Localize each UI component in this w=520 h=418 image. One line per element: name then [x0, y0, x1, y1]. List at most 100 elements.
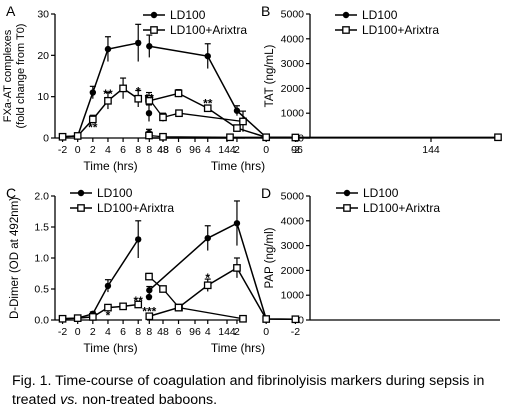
panel-b-x-tick-label: 48 [157, 144, 169, 156]
panel-a-ld100-point [135, 39, 142, 47]
caption-text-end: non-treated baboons. [78, 392, 218, 408]
panel-b-y-tick-label: 1000 [281, 108, 305, 120]
panel-c-x-tick-label: 8 [135, 326, 141, 338]
panel-b-arixtra-point [159, 132, 167, 141]
figure-caption: Fig. 1. Time-course of coagulation and f… [12, 372, 512, 410]
panel-c-arixtra-point [159, 285, 167, 293]
panel-c-ld100-point [135, 236, 142, 243]
panel-d-significance-label: *** [142, 304, 156, 318]
panel-c-y-tick-label: 1.5 [34, 222, 49, 234]
panel-d-legend-ld100-marker [343, 189, 351, 197]
panel-a-x-tick-label: 8 [135, 144, 141, 156]
panel-c-legend-arixtra-marker [77, 204, 85, 212]
panel-c-arixtra-late-line [148, 276, 244, 320]
panel-d-arixtra-point [262, 315, 271, 323]
panel-b-legend-ld100-marker [342, 11, 350, 19]
panel-c-x-tick-label: -2 [58, 326, 67, 338]
panel-b-arixtra-point [233, 124, 241, 132]
panel-c-x-tick-label: 4 [105, 326, 111, 338]
panel-b-ld100-point [204, 52, 211, 60]
panel-b-legend-ld100-label: LD100 [362, 8, 398, 22]
panel-c-ld100-point [104, 282, 112, 290]
panel-a-arixtra-point [239, 117, 247, 126]
panel-d-y-tick-label: 3000 [281, 240, 305, 252]
panel-a-x-tick-label: 144 [218, 144, 236, 156]
panel-c-y-tick-label: 1.0 [34, 253, 49, 265]
panel-d-arixtra-point [203, 281, 212, 290]
panel-c-arixtra-point [88, 313, 97, 321]
panel-a-x-tick-label: 48 [157, 144, 169, 156]
panel-d-arixtra-point [145, 312, 154, 321]
panel-b-arixtra-point [203, 104, 212, 113]
panel-d-y-tick-label: 5000 [281, 191, 305, 203]
panel-a-x-tick-label: 96 [189, 144, 201, 156]
panel-b-x-tick-label: 6 [176, 144, 182, 156]
panel-a-arixtra-point [159, 113, 167, 122]
panel-b-y-tick-label: 3000 [281, 58, 305, 70]
panel-c-arixtra-point [73, 314, 82, 322]
panel-b-arixtra-point [226, 133, 234, 142]
panel-b-ld100-point [233, 107, 241, 114]
panel-a-significance-label: * [136, 84, 141, 98]
panel-d-legend-ld100-label: LD100 [363, 186, 399, 200]
panel-b-arixtra-point [262, 133, 271, 142]
panel-d-y-tick-label: 2000 [281, 265, 305, 277]
panel-d-x-tick-label: 0 [263, 326, 269, 338]
panel-b-arixtra-late-line [148, 134, 498, 138]
panel-b-x-tick-label: 144 [422, 144, 440, 156]
panel-a-x-tick-label: 0 [75, 144, 81, 156]
panel-a-arixtra-point [58, 132, 67, 141]
panel-b-y-tick-label: 5000 [281, 9, 305, 21]
panel-d-x-label: Time (hrs) [211, 341, 265, 355]
panel-d-ld100-point [233, 220, 241, 227]
panel-d-x-tick-label: 8 [146, 326, 152, 338]
panel-a-y-label: FXa-AT complexes [2, 29, 14, 122]
panel-a-y-tick-label: 20 [37, 50, 49, 62]
panel-a-significance-label: ** [88, 120, 98, 134]
panel-c-x-tick-label: 0 [75, 326, 81, 338]
panel-a-arixtra-point [134, 94, 143, 103]
panel-b-x-tick-label: 96 [291, 144, 303, 156]
panel-a-significance-label: ** [103, 87, 113, 101]
panel-d-label: D [261, 185, 271, 201]
panel-c-x-tick-label: 48 [157, 326, 169, 338]
panel-a-arixtra-point [88, 115, 97, 124]
panel-c-x-tick-label: 6 [120, 326, 126, 338]
panel-c-y-label: D-Dimer (OD at 492nm) [9, 197, 21, 319]
panel-d-x-tick-label: -2 [291, 326, 300, 338]
panel-a-legend-arixtra-label: LD100+Arixtra [170, 23, 247, 37]
panel-b-arixtra-point [145, 96, 154, 105]
panel-b-y-tick-label: 2000 [281, 83, 305, 95]
panel-b-significance-label: ** [145, 91, 155, 105]
panel-b-x-label: Time (hrs) [211, 159, 265, 173]
panel-a-y-label-line2: (fold change from T0) [15, 24, 27, 129]
panel-c-arixtra-point [119, 302, 127, 311]
panel-d-x-tick-label: 4 [205, 326, 211, 338]
panel-a-arixtra-late-line [148, 98, 244, 123]
panel-d-arixtra-point [174, 303, 183, 312]
panel-b-arixtra-point [494, 133, 502, 142]
panel-b-label: B [261, 3, 270, 19]
caption-text: Fig. 1. Time-course of coagulation and f… [12, 373, 485, 408]
panel-a-label: A [6, 3, 16, 19]
panel-a-legend-ld100-label: LD100 [170, 8, 206, 22]
panel-b-legend-arixtra-label: LD100+Arixtra [362, 23, 439, 37]
panel-d-ld100-point [204, 234, 211, 242]
panel-b-ld100-point [146, 43, 153, 50]
panel-c-x-tick-label: 2 [90, 326, 96, 338]
panel-a-ld100-point [104, 45, 112, 53]
panel-a-arixtra-point [175, 109, 183, 118]
panel-d-y-label: PAP (ng/ml) [264, 227, 276, 288]
panel-b-arixtra-point [145, 131, 153, 140]
panel-c-ld100-point [145, 293, 153, 301]
panel-d-y-tick-label: 4000 [281, 215, 305, 227]
panel-d-x-tick-label: 6 [176, 326, 182, 338]
panel-d-ld100-point [146, 287, 153, 294]
panel-d-legend-arixtra-label: LD100+Arixtra [363, 201, 440, 215]
panel-d-y-tick-label: 1000 [281, 290, 305, 302]
panel-c-arixtra-point [145, 272, 153, 281]
panel-c-legend-ld100-label: LD100 [97, 186, 133, 200]
panel-b-arixtra-point [291, 133, 300, 142]
panel-b-y-label: TAT (ng/mL) [264, 45, 276, 108]
